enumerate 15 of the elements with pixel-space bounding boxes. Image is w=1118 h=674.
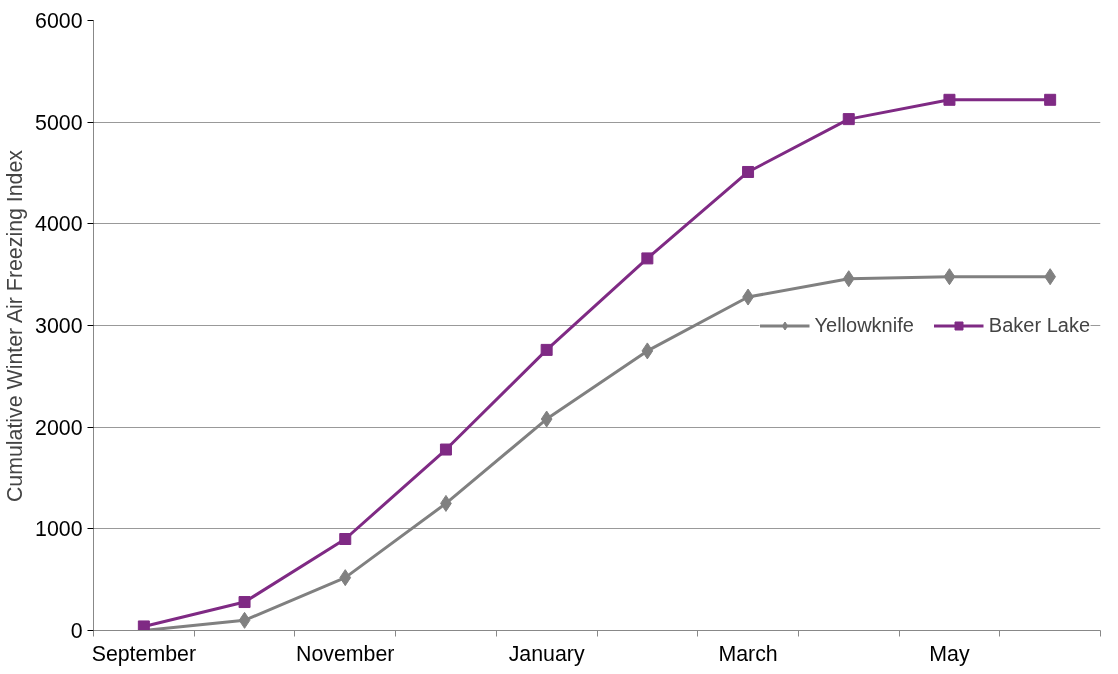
x-tick-label: September [91, 641, 197, 666]
y-tick-label: 6000 [35, 9, 83, 33]
x-tick-label: May [929, 641, 970, 666]
y-tick-label: 4000 [35, 212, 83, 237]
y-tick-label: 2000 [35, 415, 83, 440]
y-tick-label: 1000 [35, 517, 83, 542]
y-tick-label: 3000 [35, 314, 83, 338]
y-tick-label: 0 [70, 619, 83, 643]
y-tick-label: 5000 [35, 110, 83, 135]
legend-label: Yellowknife [814, 313, 914, 337]
x-tick-label: November [296, 641, 395, 666]
y-axis-title: Cumulative Winter Air Freezing Index [3, 149, 28, 503]
legend-label: Baker Lake [988, 313, 1090, 337]
x-tick-label: March [718, 641, 778, 666]
x-tick-label: January [508, 641, 585, 666]
